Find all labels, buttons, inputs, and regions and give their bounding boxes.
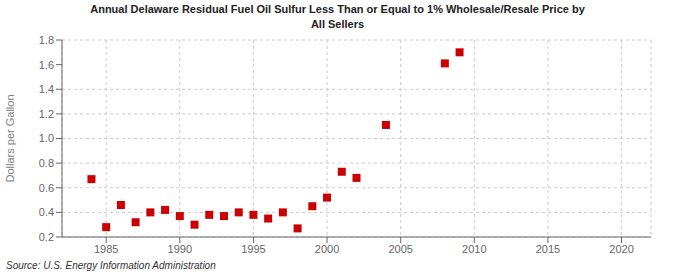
html-text:Source: U.S. Energy Informatio: Source: U.S. Energy Information Administ… (6, 260, 216, 271)
svg-text:2015: 2015 (536, 243, 560, 255)
svg-text:0.4: 0.4 (39, 206, 54, 218)
svg-text:1.4: 1.4 (39, 83, 54, 95)
svg-text:2000: 2000 (315, 243, 339, 255)
html-text:All Sellers: All Sellers (310, 18, 365, 30)
svg-text:0.2: 0.2 (39, 231, 54, 243)
svg-text:2010: 2010 (462, 243, 486, 255)
svg-text:Dollars per Gallon: Dollars per Gallon (8, 94, 16, 182)
svg-text:1995: 1995 (241, 243, 265, 255)
svg-text:1.0: 1.0 (39, 132, 54, 144)
svg-text:0.8: 0.8 (39, 157, 54, 169)
svg-text:1990: 1990 (168, 243, 192, 255)
svg-text:1.2: 1.2 (39, 108, 54, 120)
svg-text:1.8: 1.8 (39, 34, 54, 46)
html-text:Annual Delaware Residual Fuel: Annual Delaware Residual Fuel Oil Sulfur… (90, 3, 585, 15)
svg-text:1.6: 1.6 (39, 59, 54, 71)
svg-text:1985: 1985 (94, 243, 118, 255)
svg-text:2020: 2020 (609, 243, 633, 255)
svg-text:0.6: 0.6 (39, 182, 54, 194)
svg-text:2005: 2005 (388, 243, 412, 255)
